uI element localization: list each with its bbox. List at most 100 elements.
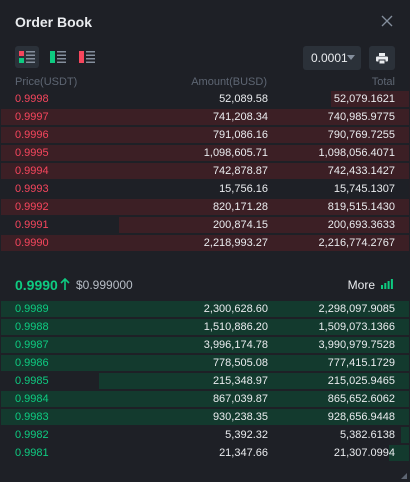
ask-total: 740,985.9775	[327, 111, 395, 123]
orderbook-asks-icon	[79, 51, 95, 63]
ask-price: 0.9991	[15, 219, 49, 231]
panel-title: Order Book	[15, 14, 93, 30]
precision-value: 0.0001	[311, 51, 348, 65]
ask-amount: 820,171.28	[212, 201, 268, 213]
ask-price: 0.9997	[15, 111, 49, 123]
bid-total: 777,415.1729	[327, 357, 395, 369]
ask-price: 0.9990	[15, 237, 49, 249]
orderbook-both-icon	[19, 51, 35, 63]
bid-amount: 867,039.87	[212, 393, 268, 405]
bid-depth-bar	[388, 445, 409, 461]
bid-total: 928,656.9448	[327, 411, 395, 423]
display-settings-button[interactable]	[369, 46, 395, 70]
bid-row[interactable]: 0.9981 21,347.66 21,307.0994	[1, 444, 409, 462]
bid-price: 0.9985	[15, 375, 49, 387]
bid-row[interactable]: 0.9982 5,392.32 5,382.6138	[1, 426, 409, 444]
bid-total: 1,509,073.1366	[318, 321, 395, 333]
bid-amount: 21,347.66	[219, 447, 268, 459]
ask-amount: 742,878.87	[212, 165, 268, 177]
ask-depth-bar	[1, 109, 409, 125]
ask-total: 742,433.1427	[327, 165, 395, 177]
column-header-price: Price(USDT)	[15, 76, 78, 88]
column-header-total: Total	[371, 76, 395, 88]
bid-total: 3,990,979.7528	[318, 339, 395, 351]
mark-price: $0.999000	[76, 278, 133, 292]
ask-row[interactable]: 0.9994 742,878.87 742,433.1427	[1, 162, 409, 180]
bid-price: 0.9983	[15, 411, 49, 423]
bid-row[interactable]: 0.9987 3,996,174.78 3,990,979.7528	[1, 336, 409, 354]
bid-row[interactable]: 0.9988 1,510,886.20 1,509,073.1366	[1, 318, 409, 336]
order-book-header: Order Book	[15, 14, 395, 34]
ask-amount: 200,874.15	[212, 219, 268, 231]
bid-amount: 2,300,628.60	[203, 303, 268, 315]
column-header-amount: Amount(BUSD)	[191, 76, 267, 88]
bid-depth-bar	[1, 337, 409, 353]
bid-amount: 778,505.08	[212, 357, 268, 369]
ask-row[interactable]: 0.9998 52,089.58 52,079.1621	[1, 90, 409, 108]
ask-total: 819,515.1430	[327, 201, 395, 213]
bid-price: 0.9987	[15, 339, 49, 351]
ask-total: 1,098,056.4071	[318, 147, 395, 159]
ask-amount: 2,218,993.27	[203, 237, 268, 249]
ask-total: 2,216,774.2767	[318, 237, 395, 249]
resize-handle-icon[interactable]	[401, 473, 407, 479]
chevron-down-icon	[347, 55, 355, 60]
ask-depth-bar	[331, 91, 409, 107]
last-price: 0.9990	[15, 277, 58, 293]
ask-row[interactable]: 0.9992 820,171.28 819,515.1430	[1, 198, 409, 216]
bid-depth-bar	[1, 391, 409, 407]
bid-total: 215,025.9465	[327, 375, 395, 387]
bid-total: 21,307.0994	[333, 447, 395, 459]
ask-row[interactable]: 0.9991 200,874.15 200,693.3633	[1, 216, 409, 234]
bid-price: 0.9981	[15, 447, 49, 459]
ask-depth-bar	[1, 145, 409, 161]
bid-row[interactable]: 0.9986 778,505.08 777,415.1729	[1, 354, 409, 372]
bid-total: 5,382.6138	[339, 429, 395, 441]
bid-price: 0.9986	[15, 357, 49, 369]
signal-bars-icon[interactable]	[381, 279, 393, 289]
ask-row[interactable]: 0.9997 741,208.34 740,985.9775	[1, 108, 409, 126]
ask-rows: 0.9998 52,089.58 52,079.1621 0.9997 741,208.…	[1, 90, 409, 252]
bid-row[interactable]: 0.9983 930,238.35 928,656.9448	[1, 408, 409, 426]
bid-depth-bar	[1, 301, 409, 317]
ask-depth-bar	[1, 127, 409, 143]
ask-total: 790,769.7255	[327, 129, 395, 141]
bid-amount: 5,392.32	[225, 429, 268, 441]
ask-row[interactable]: 0.9995 1,098,605.71 1,098,056.4071	[1, 144, 409, 162]
bid-price: 0.9982	[15, 429, 49, 441]
ask-row[interactable]: 0.9990 2,218,993.27 2,216,774.2767	[1, 234, 409, 252]
bid-depth-bar	[1, 319, 409, 335]
orderbook-bids-icon	[50, 51, 66, 63]
column-headers: Price(USDT) Amount(BUSD) Total	[15, 76, 395, 90]
precision-select[interactable]: 0.0001	[303, 46, 361, 70]
ask-amount: 791,086.16	[212, 129, 268, 141]
bid-total: 865,652.6062	[327, 393, 395, 405]
arrow-up-icon	[60, 278, 70, 290]
more-link[interactable]: More	[347, 278, 375, 292]
ask-amount: 1,098,605.71	[203, 147, 268, 159]
ask-depth-bar	[1, 199, 409, 215]
last-price-bar: 0.9990 $0.999000 More	[15, 275, 395, 295]
ask-price: 0.9994	[15, 165, 49, 177]
ask-row[interactable]: 0.9996 791,086.16 790,769.7255	[1, 126, 409, 144]
ask-price: 0.9996	[15, 129, 49, 141]
ask-price: 0.9993	[15, 183, 49, 195]
bid-row[interactable]: 0.9989 2,300,628.60 2,298,097.9085	[1, 300, 409, 318]
close-icon[interactable]	[381, 14, 395, 28]
order-book-toolbar: 0.0001	[15, 46, 395, 70]
ask-price: 0.9998	[15, 93, 49, 105]
bid-depth-bar	[400, 427, 409, 443]
ask-total: 52,079.1621	[333, 93, 395, 105]
ask-total: 15,745.1307	[333, 183, 395, 195]
view-both-button[interactable]	[15, 46, 39, 68]
ask-depth-bar	[1, 163, 409, 179]
view-asks-button[interactable]	[75, 46, 99, 68]
bid-depth-bar	[1, 409, 409, 425]
bid-row[interactable]: 0.9984 867,039.87 865,652.6062	[1, 390, 409, 408]
bid-row[interactable]: 0.9985 215,348.97 215,025.9465	[1, 372, 409, 390]
bid-total: 2,298,097.9085	[318, 303, 395, 315]
view-bids-button[interactable]	[46, 46, 70, 68]
ask-row[interactable]: 0.9993 15,756.16 15,745.1307	[1, 180, 409, 198]
bid-price: 0.9988	[15, 321, 49, 333]
